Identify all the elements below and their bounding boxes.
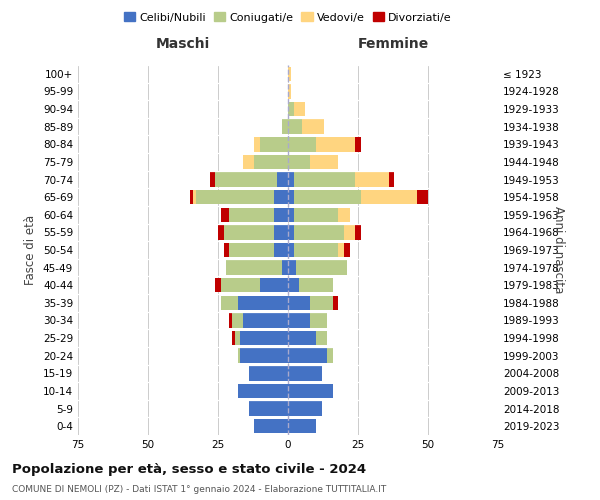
Bar (389, 172, 394, 186)
Bar (254, 137, 260, 152)
Bar (241, 331, 288, 345)
Bar (288, 384, 333, 398)
Text: Maschi: Maschi (156, 37, 210, 51)
Bar (299, 278, 333, 292)
Bar (274, 208, 288, 222)
Bar (235, 331, 241, 345)
Bar (338, 208, 350, 222)
Bar (288, 66, 291, 81)
Bar (293, 102, 305, 117)
Y-axis label: Anni di nascita: Anni di nascita (552, 206, 565, 294)
Bar (224, 225, 274, 240)
Y-axis label: Fasce di età: Fasce di età (25, 215, 37, 285)
Bar (288, 243, 293, 257)
Bar (288, 120, 302, 134)
Bar (274, 225, 288, 240)
Bar (229, 314, 232, 328)
Bar (229, 243, 274, 257)
Bar (344, 243, 350, 257)
Bar (241, 348, 288, 363)
Bar (316, 137, 355, 152)
Bar (238, 296, 288, 310)
Bar (288, 154, 310, 169)
Bar (310, 296, 333, 310)
Bar (260, 137, 288, 152)
Bar (288, 225, 293, 240)
Bar (193, 190, 196, 204)
Bar (355, 225, 361, 240)
Bar (288, 190, 293, 204)
Bar (283, 120, 288, 134)
Bar (221, 208, 229, 222)
Bar (310, 314, 327, 328)
Bar (293, 243, 338, 257)
Text: COMUNE DI NEMOLI (PZ) - Dati ISTAT 1° gennaio 2024 - Elaborazione TUTTITALIA.IT: COMUNE DI NEMOLI (PZ) - Dati ISTAT 1° ge… (12, 485, 386, 494)
Bar (361, 190, 417, 204)
Bar (288, 102, 293, 117)
Bar (190, 190, 193, 204)
Bar (254, 154, 288, 169)
Bar (316, 331, 327, 345)
Bar (215, 172, 277, 186)
Bar (288, 260, 296, 275)
Bar (327, 348, 333, 363)
Bar (355, 172, 389, 186)
Bar (274, 190, 288, 204)
Bar (293, 190, 361, 204)
Bar (260, 278, 288, 292)
Bar (293, 208, 338, 222)
Bar (218, 225, 224, 240)
Bar (417, 190, 428, 204)
Bar (355, 137, 361, 152)
Bar (283, 260, 288, 275)
Bar (224, 243, 229, 257)
Bar (288, 402, 322, 416)
Bar (243, 154, 254, 169)
Bar (232, 314, 243, 328)
Bar (221, 278, 260, 292)
Bar (293, 225, 344, 240)
Bar (288, 208, 293, 222)
Bar (196, 190, 274, 204)
Text: Femmine: Femmine (358, 37, 428, 51)
Bar (232, 331, 235, 345)
Bar (254, 419, 288, 434)
Bar (249, 402, 288, 416)
Text: Popolazione per età, sesso e stato civile - 2024: Popolazione per età, sesso e stato civil… (12, 462, 366, 475)
Bar (338, 243, 344, 257)
Bar (221, 296, 238, 310)
Bar (243, 314, 288, 328)
Bar (249, 366, 288, 380)
Bar (238, 348, 241, 363)
Bar (226, 260, 283, 275)
Bar (215, 278, 221, 292)
Bar (288, 331, 316, 345)
Bar (288, 278, 299, 292)
Bar (344, 225, 355, 240)
Bar (238, 384, 288, 398)
Bar (288, 296, 310, 310)
Bar (288, 419, 316, 434)
Bar (293, 172, 355, 186)
Bar (288, 348, 327, 363)
Bar (274, 243, 288, 257)
Bar (288, 172, 293, 186)
Bar (288, 366, 322, 380)
Bar (288, 84, 291, 98)
Bar (277, 172, 288, 186)
Bar (310, 154, 338, 169)
Bar (288, 137, 316, 152)
Bar (229, 208, 274, 222)
Bar (333, 296, 338, 310)
Bar (302, 120, 325, 134)
Bar (209, 172, 215, 186)
Legend: Celibi/Nubili, Coniugati/e, Vedovi/e, Divorziati/e: Celibi/Nubili, Coniugati/e, Vedovi/e, Di… (120, 8, 456, 27)
Bar (288, 314, 310, 328)
Bar (296, 260, 347, 275)
